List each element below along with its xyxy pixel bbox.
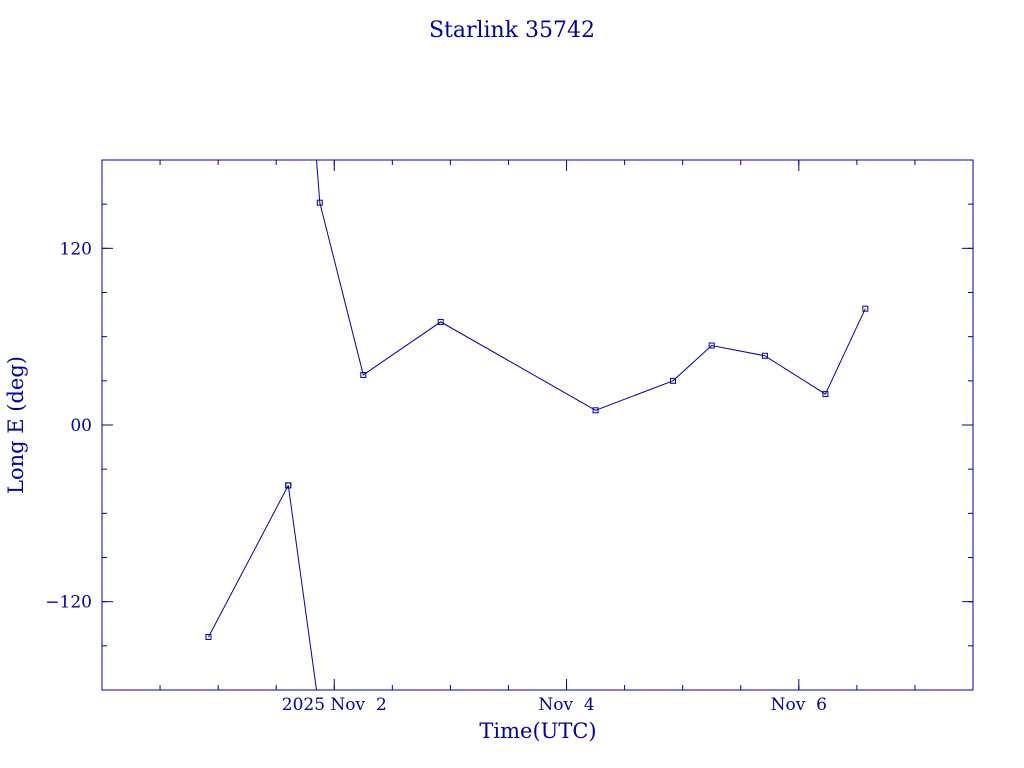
y-tick-label: 00 bbox=[70, 416, 92, 436]
data-point bbox=[669, 377, 676, 384]
minor-ticks bbox=[102, 160, 973, 690]
series-line bbox=[316, 159, 866, 411]
series-line bbox=[287, 485, 317, 691]
series-lines bbox=[208, 159, 866, 691]
chart-title: Starlink 35742 bbox=[429, 18, 595, 43]
data-point bbox=[316, 199, 323, 206]
series-line bbox=[208, 485, 289, 638]
data-point bbox=[360, 371, 367, 378]
y-tick-label: 120 bbox=[60, 239, 92, 259]
y-axis-label: Long E (deg) bbox=[4, 356, 28, 494]
data-point bbox=[862, 305, 869, 312]
data-points bbox=[205, 199, 869, 640]
x-axis-label: Time(UTC) bbox=[479, 719, 596, 743]
data-point bbox=[437, 318, 444, 325]
data-point bbox=[761, 352, 768, 359]
data-point bbox=[285, 482, 292, 489]
data-point bbox=[592, 407, 599, 414]
plot-frame bbox=[101, 159, 974, 691]
data-point bbox=[205, 634, 212, 640]
data-point bbox=[708, 342, 715, 349]
x-tick-label: Nov 6 bbox=[771, 695, 827, 715]
major-ticks bbox=[102, 160, 973, 690]
tick-labels: 2025 Nov 2 Nov 4 Nov 6 120 00 −120 bbox=[45, 239, 827, 715]
x-tick-label: 2025 Nov 2 bbox=[282, 695, 387, 715]
x-tick-label: Nov 4 bbox=[538, 695, 594, 715]
y-tick-label: −120 bbox=[45, 593, 92, 613]
data-point bbox=[822, 391, 829, 398]
